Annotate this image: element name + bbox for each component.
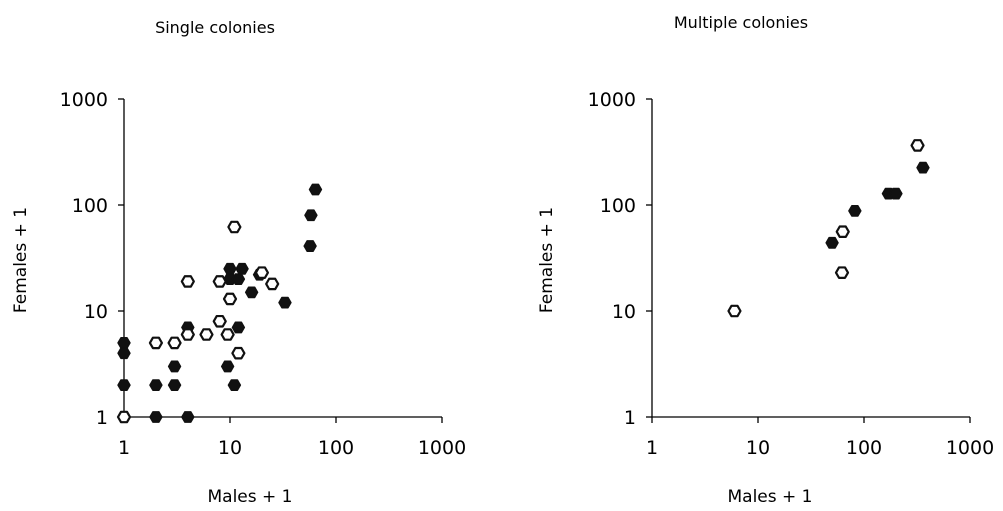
y-tick-label: 10 xyxy=(84,301,108,323)
x-tick-label: 1 xyxy=(646,437,658,459)
x-tick-label: 100 xyxy=(846,437,882,459)
filled-data-point xyxy=(117,379,131,391)
open-data-point xyxy=(835,225,850,238)
open-data-point xyxy=(212,314,227,328)
y-axis-label: Females + 1 xyxy=(11,207,31,313)
y-tick-label: 1 xyxy=(96,407,108,429)
filled-data-point xyxy=(825,236,839,249)
filled-data-point xyxy=(227,379,242,391)
filled-data-point xyxy=(231,321,246,334)
filled-data-point xyxy=(117,337,131,349)
filled-data-point xyxy=(916,161,930,174)
open-data-point xyxy=(148,336,164,350)
open-data-point xyxy=(227,220,242,234)
data-points xyxy=(116,183,323,424)
open-data-point xyxy=(180,328,195,341)
x-axis-label: Males + 1 xyxy=(208,487,293,507)
x-tick-label: 1 xyxy=(118,437,130,459)
panel-multiple-colonies: Multiple colonies Males + 1 Females + 1 … xyxy=(537,13,994,507)
open-data-point xyxy=(199,328,214,341)
axes xyxy=(646,98,971,423)
x-tick-label: 10 xyxy=(218,437,242,459)
y-tick-label: 1000 xyxy=(60,89,108,111)
x-tick-label: 10 xyxy=(746,437,770,459)
y-tick-label: 100 xyxy=(600,195,636,217)
y-tick-label: 100 xyxy=(72,195,108,217)
data-points xyxy=(727,139,930,318)
x-tick-label: 1000 xyxy=(946,437,994,459)
filled-data-point xyxy=(308,183,323,196)
filled-data-point xyxy=(848,204,862,217)
filled-data-point xyxy=(304,209,318,222)
filled-data-point xyxy=(149,411,163,423)
open-data-point xyxy=(265,277,280,291)
open-data-point xyxy=(834,266,850,279)
filled-data-point xyxy=(235,262,249,275)
filled-data-point xyxy=(231,273,246,285)
chart-title: Single colonies xyxy=(155,18,275,37)
x-axis-label: Males + 1 xyxy=(728,487,813,507)
axes xyxy=(118,98,443,423)
y-tick-label: 1000 xyxy=(588,89,636,111)
open-data-point xyxy=(222,292,238,306)
open-data-point xyxy=(116,410,132,424)
y-tick-label: 10 xyxy=(612,301,636,323)
y-tick-label: 1 xyxy=(624,407,636,429)
open-data-point xyxy=(180,275,195,288)
filled-data-point xyxy=(167,360,182,373)
filled-data-point xyxy=(889,187,903,200)
open-data-point xyxy=(167,336,182,350)
chart-title: Multiple colonies xyxy=(674,13,808,32)
filled-data-point xyxy=(117,347,131,360)
filled-data-point xyxy=(244,286,259,299)
filled-data-point xyxy=(278,296,292,309)
y-axis-label: Females + 1 xyxy=(537,207,557,313)
open-data-point xyxy=(254,266,270,279)
tick-labels: 1 10 100 1000 1 10 100 1000 xyxy=(60,89,467,459)
filled-data-point xyxy=(167,379,182,391)
open-data-point xyxy=(231,346,246,360)
x-tick-label: 100 xyxy=(318,437,354,459)
open-data-point xyxy=(212,275,227,288)
open-data-point xyxy=(910,139,925,152)
tick-labels: 1 10 100 1000 1 10 100 1000 xyxy=(588,89,995,459)
x-tick-label: 1000 xyxy=(418,437,466,459)
filled-data-point xyxy=(303,240,317,252)
filled-data-point xyxy=(149,379,163,391)
open-data-point xyxy=(727,304,742,318)
filled-data-point xyxy=(220,360,235,373)
open-data-point xyxy=(220,328,235,341)
filled-data-point xyxy=(223,262,237,275)
filled-data-point xyxy=(181,411,195,423)
